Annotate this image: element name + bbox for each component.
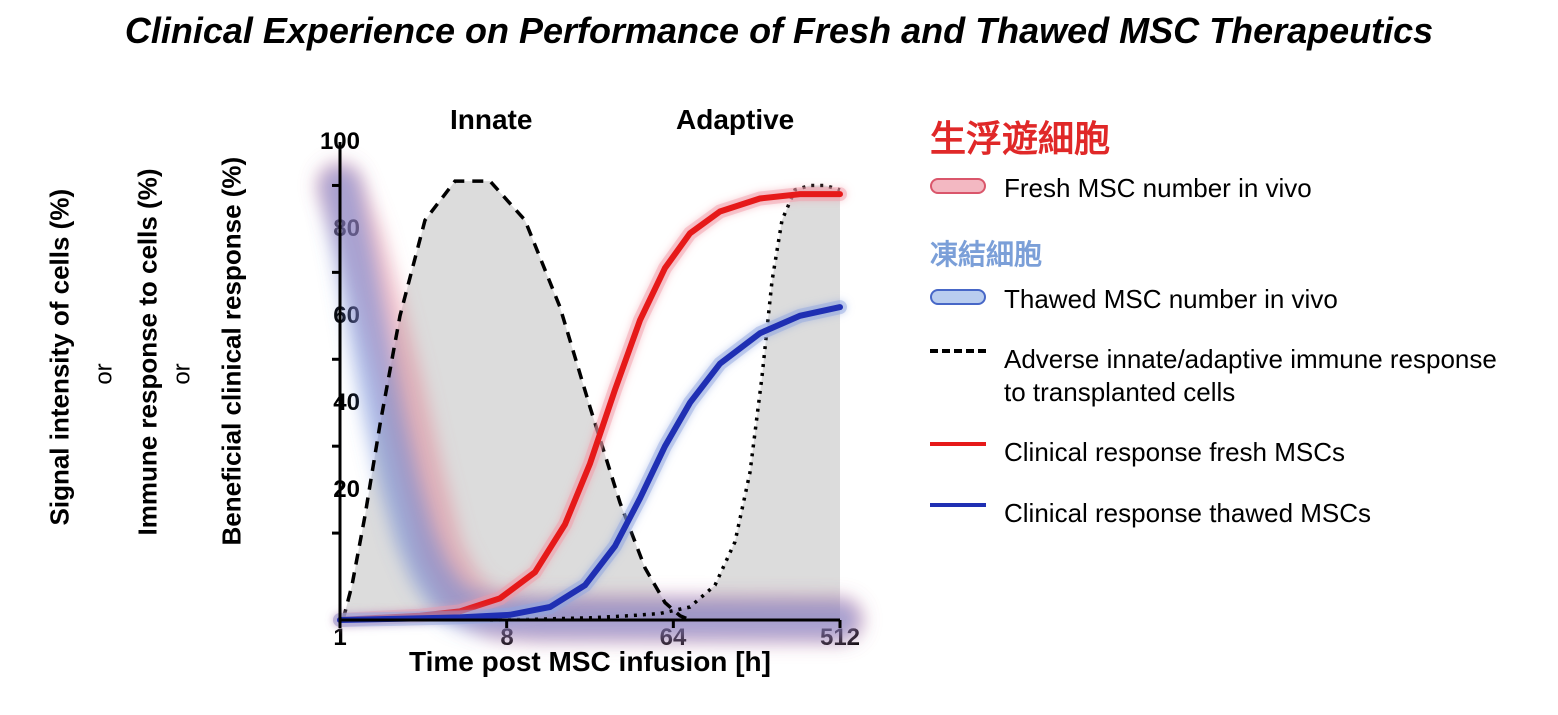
- legend-swatch-adverse: [930, 349, 986, 353]
- legend-text-thawed-band: Thawed MSC number in vivo: [1004, 283, 1510, 316]
- x-axis-label: Time post MSC infusion [h]: [340, 646, 840, 678]
- legend-swatch-clinical-thawed: [930, 503, 986, 507]
- plot-svg: [340, 142, 840, 620]
- legend-item-fresh-band: Fresh MSC number in vivo: [930, 172, 1510, 205]
- y-axis-label-group: Signal intensity of cells (%) or Immune …: [30, 90, 260, 650]
- legend-item-thawed-band: Thawed MSC number in vivo: [930, 283, 1510, 316]
- legend-text-adverse: Adverse innate/adaptive immune response …: [1004, 343, 1510, 408]
- legend-item-clinical-thawed: Clinical response thawed MSCs: [930, 497, 1510, 530]
- figure-title: Clinical Experience on Performance of Fr…: [0, 10, 1558, 52]
- legend-text-clinical-fresh: Clinical response fresh MSCs: [1004, 436, 1510, 469]
- legend-swatch-thawed-band: [930, 289, 986, 305]
- legend-swatch-clinical-fresh: [930, 442, 986, 446]
- y-axis-or-1: or: [91, 363, 119, 384]
- legend-item-adverse: Adverse innate/adaptive immune response …: [930, 343, 1510, 408]
- y-axis-or-2: or: [169, 363, 197, 384]
- y-axis-label-3: Beneficial clinical response (%): [217, 206, 248, 546]
- legend-text-clinical-thawed: Clinical response thawed MSCs: [1004, 497, 1510, 530]
- y-axis-label-2: Immune response to cells (%): [133, 216, 164, 536]
- legend-heading-fresh-jp: 生浮遊細胞: [930, 110, 1510, 162]
- innate-label: Innate: [450, 104, 532, 136]
- y-axis-label-1: Signal intensity of cells (%): [45, 226, 76, 526]
- figure-page: Clinical Experience on Performance of Fr…: [0, 0, 1558, 715]
- chart-container: Innate Adaptive 100 80 60 40 20 1 8 64 5…: [280, 90, 870, 680]
- plot-area: [340, 142, 840, 620]
- adaptive-label: Adaptive: [676, 104, 794, 136]
- legend: 生浮遊細胞 Fresh MSC number in vivo 凍結細胞 Thaw…: [930, 110, 1510, 557]
- legend-text-fresh-band: Fresh MSC number in vivo: [1004, 172, 1510, 205]
- legend-swatch-fresh-band: [930, 178, 986, 194]
- legend-item-clinical-fresh: Clinical response fresh MSCs: [930, 436, 1510, 469]
- legend-heading-thawed-jp: 凍結細胞: [930, 233, 1510, 273]
